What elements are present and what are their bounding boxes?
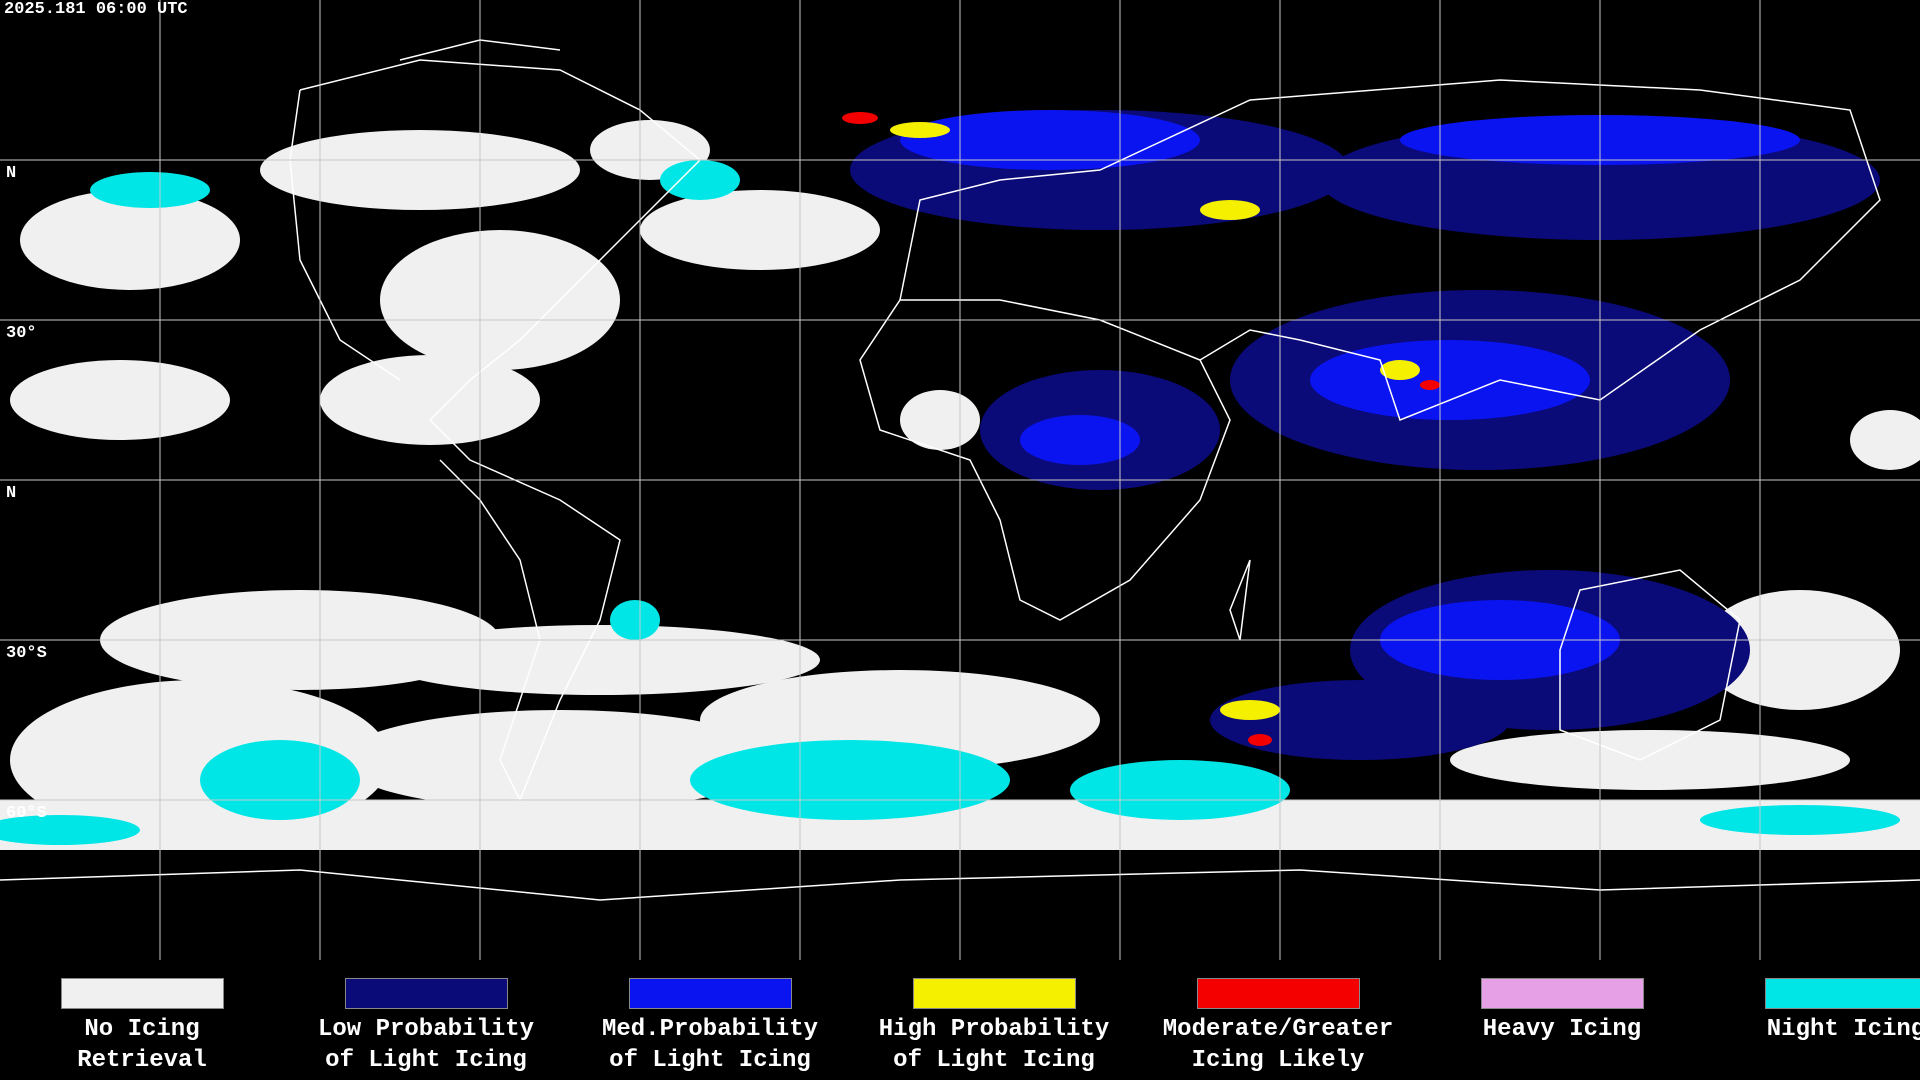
- legend-swatch: [344, 978, 508, 1009]
- legend-swatch: [628, 978, 792, 1009]
- latitude-label: 60°S: [6, 804, 47, 823]
- legend-label: Med.Probability: [601, 1016, 819, 1043]
- latitude-label: 30°S: [6, 644, 47, 663]
- latitude-label: N: [6, 484, 17, 503]
- legend-label: Heavy Icing: [1482, 1016, 1642, 1043]
- legend-label: of Light Icing: [893, 1047, 1095, 1074]
- legend-item: Low Probability of Light Icing: [284, 978, 568, 1076]
- legend-item: Night Icing: [1704, 978, 1920, 1045]
- legend-swatch: [1764, 978, 1920, 1009]
- legend-label: High Probability: [878, 1016, 1110, 1043]
- legend-swatch: [60, 978, 224, 1009]
- legend-item: Med.Probability of Light Icing: [568, 978, 852, 1076]
- legend-item: No Icing Retrieval: [0, 978, 284, 1076]
- latitude-label: N: [6, 164, 17, 183]
- legend-item: Heavy Icing: [1420, 978, 1704, 1045]
- legend-label: Icing Likely: [1191, 1047, 1365, 1074]
- legend-label: No Icing: [84, 1016, 200, 1043]
- legend-label: of Light Icing: [325, 1047, 527, 1074]
- legend-label: Low Probability: [317, 1016, 535, 1043]
- latitude-label: 30°: [6, 324, 37, 343]
- legend-label: Moderate/Greater: [1162, 1016, 1394, 1043]
- map: [0, 0, 1920, 960]
- timestamp: 2025.181 06:00 UTC: [4, 0, 188, 19]
- legend-item: High Probability of Light Icing: [852, 978, 1136, 1076]
- graticule: [0, 0, 1920, 960]
- legend-swatch: [912, 978, 1076, 1009]
- legend-label: Retrieval: [77, 1047, 207, 1074]
- legend-swatch: [1480, 978, 1644, 1009]
- legend-label: Night Icing: [1766, 1016, 1920, 1043]
- cloud-cover: [0, 110, 1920, 850]
- legend: No Icing Retrieval Low Probability of Light…: [0, 960, 1920, 1080]
- legend-label: of Light Icing: [609, 1047, 811, 1074]
- legend-swatch: [1196, 978, 1360, 1009]
- legend-item: Moderate/Greater Icing Likely: [1136, 978, 1420, 1076]
